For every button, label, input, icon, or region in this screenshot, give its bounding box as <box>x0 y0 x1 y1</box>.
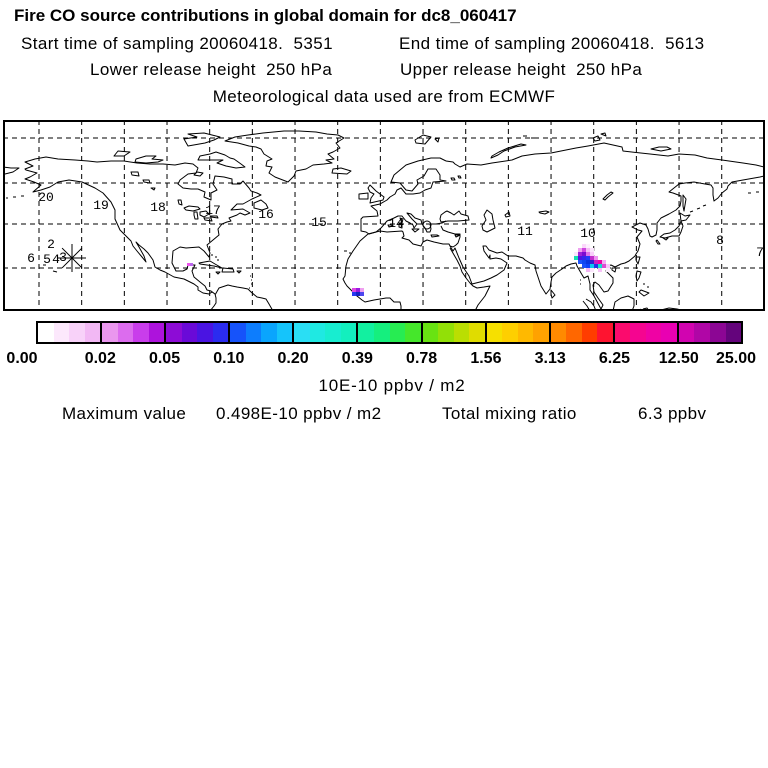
colorbar-tick-label: 0.78 <box>406 350 438 367</box>
svg-text:20: 20 <box>38 190 54 205</box>
svg-text:18: 18 <box>150 200 166 215</box>
page-title: Fire CO source contributions in global d… <box>14 6 517 25</box>
colorbar-tick-label: 0.05 <box>148 350 181 367</box>
maximum-value: 0.498E-10 ppbv / m2 <box>216 404 382 423</box>
coastlines <box>3 130 765 311</box>
colorbar-tick-label: 0.39 <box>341 350 373 367</box>
colorbar-tick-label: 25.00 <box>715 350 757 367</box>
svg-text:7: 7 <box>756 245 764 260</box>
colorbar-tick-label: 0.00 <box>6 350 38 367</box>
svg-text:2: 2 <box>47 237 55 252</box>
colorbar-tick-label: 12.50 <box>658 350 699 367</box>
svg-text:19: 19 <box>93 198 109 213</box>
svg-text:3: 3 <box>59 250 67 265</box>
colorbar-tick-label: 1.56 <box>470 350 502 367</box>
colorbar-segment <box>228 323 293 342</box>
colorbar-units-label: 10E-10 ppbv / m2 <box>318 376 466 395</box>
start-time-text: Start time of sampling 20060418. 5351 <box>21 34 333 53</box>
total-mixing-ratio-value: 6.3 ppbv <box>638 404 707 423</box>
colorbar-segment <box>38 323 101 342</box>
colorbar-segment <box>420 323 485 342</box>
colorbar-segment <box>676 323 742 342</box>
colorbar-segment <box>164 323 229 342</box>
flight-track-waypoint-labels: 20 19 18 17 16 15 14 11 10 8 7 6 5 4 32 <box>27 190 764 267</box>
colorbar-tick-label: 0.20 <box>277 350 309 367</box>
colorbar-segment <box>548 323 613 342</box>
colorbar-tick-label: 0.10 <box>213 350 245 367</box>
svg-text:17: 17 <box>205 203 221 218</box>
colorbar-segment <box>484 323 549 342</box>
colorbar-segment <box>292 323 357 342</box>
map-border <box>3 120 765 311</box>
maximum-value-label: Maximum value <box>62 404 187 423</box>
end-time-text: End time of sampling 20060418. 5613 <box>399 34 705 53</box>
svg-text:10: 10 <box>580 226 596 241</box>
svg-text:14: 14 <box>388 216 404 231</box>
colorbar-segment <box>612 323 677 342</box>
svg-text:8: 8 <box>716 233 724 248</box>
total-mixing-ratio-label: Total mixing ratio <box>442 404 577 423</box>
svg-text:11: 11 <box>517 224 533 239</box>
svg-text:5: 5 <box>43 252 51 267</box>
colorbar-tick-label: 3.13 <box>534 350 566 367</box>
svg-text:15: 15 <box>311 215 327 230</box>
colorbar-segment <box>100 323 165 342</box>
colorbar-ticks: 0.00 0.02 0.05 0.10 0.20 0.39 0.78 1.56 3.13 6.25… <box>0 350 768 370</box>
lower-release-text: Lower release height 250 hPa <box>90 60 333 79</box>
upper-release-text: Upper release height 250 hPa <box>400 60 643 79</box>
svg-text:4: 4 <box>52 252 60 267</box>
source-contribution-cells <box>187 244 610 296</box>
svg-text:6: 6 <box>27 251 35 266</box>
colorbar-tick-label: 0.02 <box>84 350 116 367</box>
release-point-star-icon <box>58 220 432 272</box>
svg-text:16: 16 <box>258 207 274 222</box>
world-map: 20 19 18 17 16 15 14 11 10 8 7 6 5 4 32 <box>3 120 765 311</box>
met-data-text: Meteorological data used are from ECMWF <box>212 87 556 106</box>
colorbar-segment <box>356 323 421 342</box>
colorbar-tick-label: 6.25 <box>598 350 631 367</box>
colorbar <box>36 321 743 344</box>
